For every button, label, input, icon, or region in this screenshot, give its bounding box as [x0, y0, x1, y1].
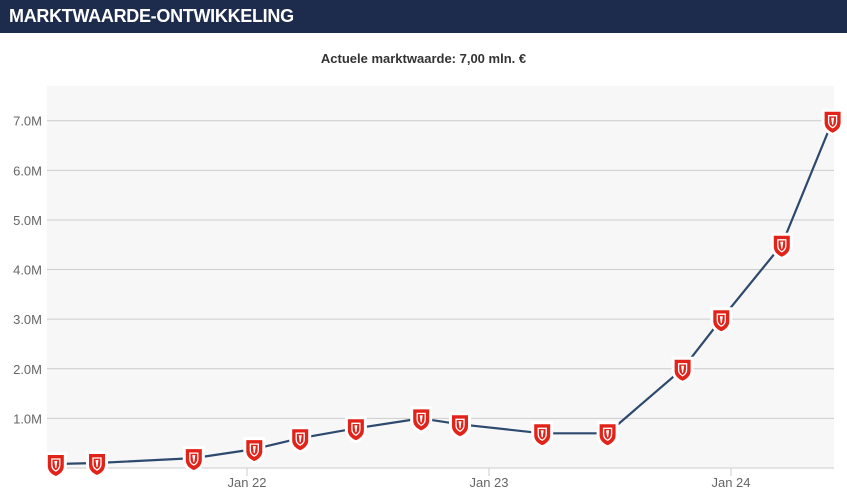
crest-inner-icon [677, 363, 688, 377]
x-tick-label: Jan 22 [227, 475, 266, 490]
crest-inner-icon [92, 457, 102, 471]
crest-tower-icon [252, 446, 256, 454]
crest-inner-icon [455, 418, 465, 433]
crest-tower-icon [298, 435, 302, 443]
crest-inner-icon [827, 115, 838, 129]
y-tick-label: 5.0M [13, 213, 42, 228]
club-crest-marker[interactable] [344, 416, 367, 444]
club-crest-marker[interactable] [289, 426, 312, 454]
crest-tower-icon [192, 455, 196, 463]
club-crest-marker[interactable] [86, 451, 108, 479]
crest-tower-icon [831, 117, 835, 125]
crest-tower-icon [95, 460, 99, 467]
club-crest-marker[interactable] [182, 446, 205, 474]
club-crest-marker[interactable] [671, 356, 694, 384]
y-tick-label: 6.0M [13, 163, 42, 178]
crest-inner-icon [351, 422, 361, 437]
club-crest-marker[interactable] [596, 421, 619, 449]
crest-inner-icon [537, 427, 547, 442]
crest-tower-icon [54, 461, 58, 468]
crest-inner-icon [51, 458, 61, 472]
section-header: MARKTWAARDE-ONTWIKKELING [0, 0, 847, 33]
crest-inner-icon [716, 313, 726, 327]
club-crest-marker[interactable] [44, 452, 67, 480]
crest-tower-icon [719, 316, 723, 324]
club-crest-marker[interactable] [710, 307, 733, 335]
crest-tower-icon [606, 430, 610, 438]
crest-tower-icon [540, 430, 544, 438]
crest-inner-icon [602, 427, 613, 442]
y-tick-label: 2.0M [13, 362, 42, 377]
club-crest-marker[interactable] [531, 421, 554, 449]
x-tick-label: Jan 24 [711, 475, 750, 490]
section-title: MARKTWAARDE-ONTWIKKELING [9, 6, 294, 26]
crest-inner-icon [295, 432, 305, 446]
current-market-value: Actuele marktwaarde: 7,00 mln. € [320, 51, 527, 66]
club-crest-marker[interactable] [770, 232, 793, 260]
crest-tower-icon [458, 421, 462, 429]
crest-inner-icon [777, 239, 787, 253]
y-tick-label: 4.0M [13, 263, 42, 278]
club-crest-marker[interactable] [243, 437, 266, 465]
crest-inner-icon [416, 412, 426, 427]
crest-tower-icon [780, 241, 784, 249]
crest-tower-icon [681, 365, 685, 373]
crest-tower-icon [354, 425, 358, 433]
crest-inner-icon [189, 452, 199, 466]
club-crest-marker[interactable] [821, 108, 844, 136]
crest-tower-icon [419, 415, 423, 423]
y-tick-label: 7.0M [13, 114, 42, 129]
plot-background [47, 86, 834, 468]
club-crest-marker[interactable] [410, 406, 433, 434]
y-tick-label: 1.0M [13, 411, 42, 426]
y-tick-label: 3.0M [13, 312, 42, 327]
x-tick-label: Jan 23 [469, 475, 508, 490]
club-crest-marker[interactable] [449, 412, 471, 440]
crest-inner-icon [249, 443, 259, 457]
